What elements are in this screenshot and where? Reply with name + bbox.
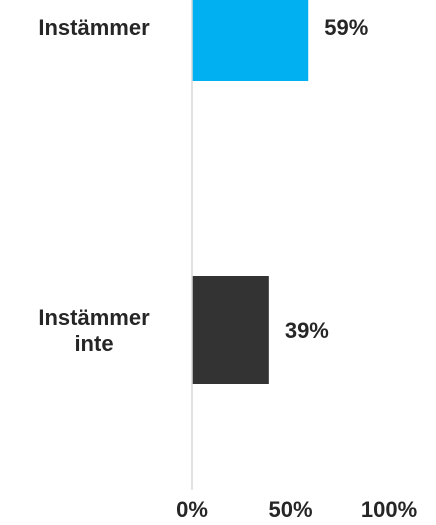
value-label-instammer-inte: 39%: [285, 318, 329, 343]
x-axis-ticks: 0% 50% 100%: [176, 497, 417, 522]
category-label-instammer: Instämmer: [38, 15, 150, 40]
bar-instammer-inte: [192, 276, 269, 384]
category-label-line: Instämmer: [38, 15, 150, 40]
x-tick-label: 100%: [361, 497, 417, 522]
category-label-line: Instämmer: [38, 305, 150, 330]
bar-instammer: [192, 0, 309, 81]
value-label-instammer: 59%: [324, 15, 368, 40]
x-tick-label: 0%: [176, 497, 208, 522]
bars-layer: [192, 0, 309, 384]
category-label-line: inte: [74, 331, 113, 356]
x-tick-label: 50%: [268, 497, 312, 522]
category-label-instammer-inte: Instämmer inte: [38, 305, 150, 356]
